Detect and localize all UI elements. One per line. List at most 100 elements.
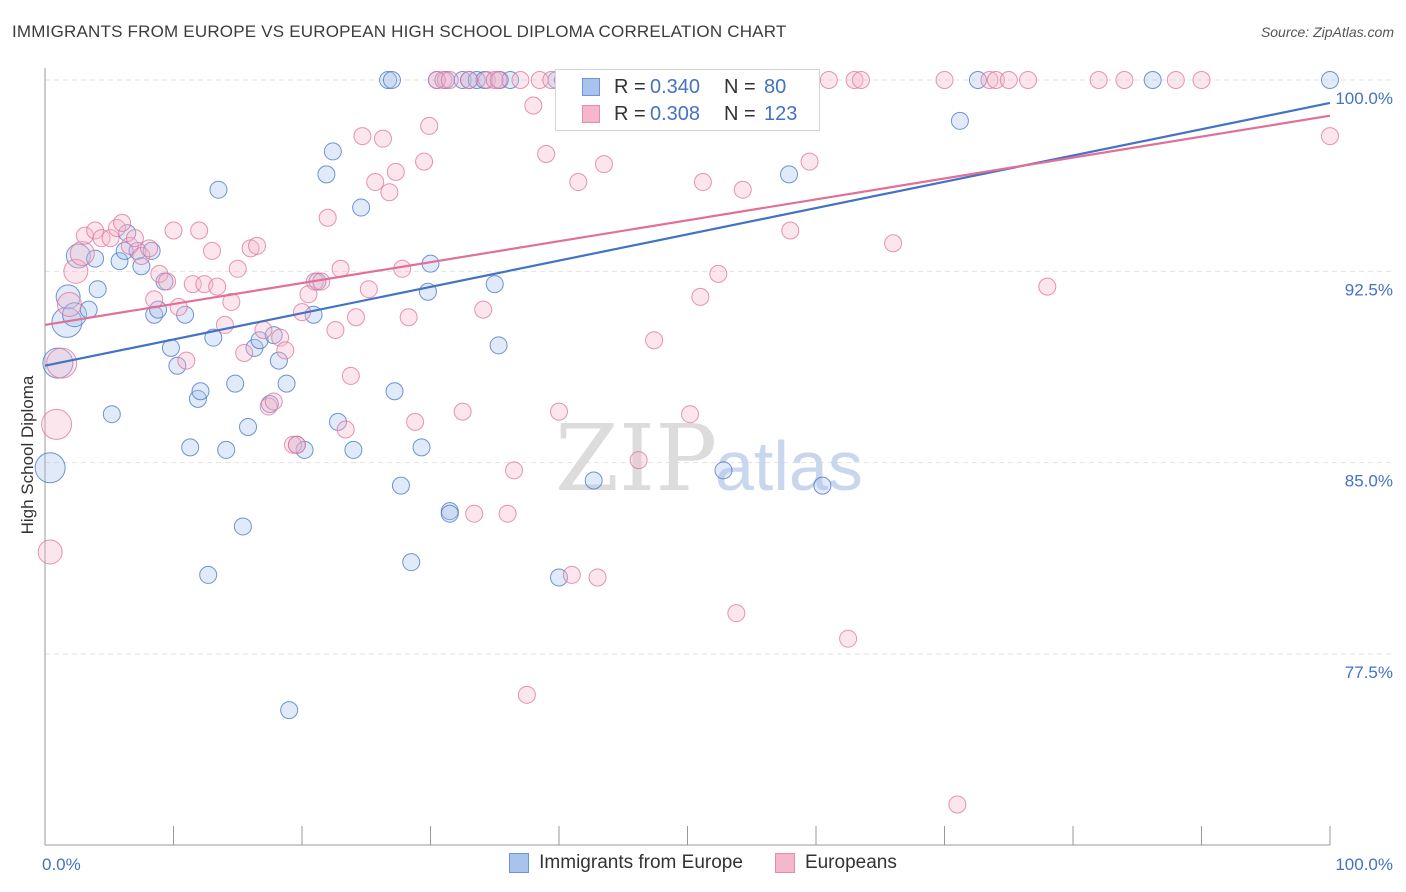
data-point (517, 685, 536, 704)
data-point (588, 568, 607, 587)
trend-lines (44, 101, 1331, 367)
data-point (537, 144, 556, 163)
data-point (228, 259, 247, 278)
data-point (110, 252, 129, 271)
data-point (399, 308, 418, 327)
data-point (453, 71, 472, 89)
data-point (681, 405, 700, 424)
data-point (287, 435, 306, 454)
data-point (569, 173, 588, 192)
data-point (999, 71, 1018, 89)
data-point (259, 397, 278, 416)
series-legend: Immigrants from Europe Europeans (0, 852, 1406, 874)
data-point (1143, 71, 1162, 89)
data-point (284, 435, 303, 454)
data-point (948, 795, 967, 814)
data-point (851, 71, 870, 89)
watermark-atlas: atlas (715, 427, 863, 505)
data-point (800, 152, 819, 171)
legend-row-blue: R = 0.340 N = 80 (556, 74, 786, 100)
data-point (402, 553, 421, 572)
data-point (239, 417, 258, 436)
data-point (562, 565, 581, 584)
data-point (125, 229, 144, 248)
legend-label-immigrants: Immigrants from Europe (539, 852, 743, 873)
data-point (1321, 71, 1339, 89)
data-point (209, 180, 228, 199)
chart-title: IMMIGRANTS FROM EUROPE VS EUROPEAN HIGH … (12, 22, 787, 41)
data-point (341, 366, 360, 385)
y-tick-label: 85.0% (1345, 472, 1393, 491)
data-point (250, 331, 269, 350)
legend-r-label: R = (614, 102, 646, 125)
tick-labels: 100.0% 92.5% 85.0% 77.5% 0.0% 100.0% (42, 89, 1393, 874)
data-point (115, 241, 134, 260)
legend-swatch-pink (582, 105, 600, 123)
data-point (980, 71, 999, 89)
data-point (453, 402, 472, 421)
data-point (199, 565, 218, 584)
stats-legend: R = 0.340 N = 80 R = 0.308 N = 123 (555, 69, 820, 131)
data-point (366, 173, 385, 192)
x-tick-label: 100.0% (1335, 855, 1393, 874)
data-point (88, 280, 107, 299)
data-point (352, 198, 371, 217)
trend-line (44, 101, 1331, 367)
legend-swatch-blue (582, 78, 600, 96)
data-point (69, 240, 95, 266)
data-point (839, 629, 858, 648)
data-point (780, 165, 799, 184)
y-axis-label: High School Diploma (18, 375, 37, 535)
data-point (176, 305, 195, 324)
data-point (986, 71, 1005, 89)
data-point (328, 412, 347, 431)
data-point (1192, 71, 1211, 89)
data-point (440, 504, 459, 523)
data-point (142, 241, 161, 260)
legend-n-value: 123 (764, 102, 798, 125)
data-point (489, 336, 508, 355)
data-point (415, 152, 434, 171)
data-point (280, 701, 299, 720)
data-point (323, 142, 342, 161)
data-point (584, 471, 603, 490)
data-point (467, 71, 486, 89)
data-point (733, 180, 752, 199)
data-point (318, 208, 337, 227)
data-point (498, 504, 517, 523)
data-point (56, 291, 82, 317)
data-point (86, 249, 105, 268)
data-point (884, 234, 903, 253)
data-point (79, 300, 98, 319)
data-point (226, 374, 245, 393)
data-point (37, 539, 63, 565)
data-point (434, 71, 453, 89)
data-point (645, 331, 664, 350)
data-point (629, 451, 648, 470)
chart-source: Source: ZipAtlas.com (1260, 24, 1394, 40)
data-point (385, 382, 404, 401)
data-point (101, 229, 120, 248)
data-point (177, 351, 196, 370)
data-point (208, 277, 227, 296)
data-point (386, 162, 405, 181)
data-point (264, 392, 283, 411)
data-point (412, 438, 431, 457)
legend-r-value: 0.308 (650, 102, 701, 125)
legend-row-pink: R = 0.308 N = 123 (556, 101, 797, 127)
data-point (709, 264, 728, 283)
data-point (217, 440, 236, 459)
data-point (1166, 71, 1185, 89)
data-point (379, 71, 398, 89)
data-point (336, 420, 355, 439)
legend-item-europeans[interactable]: Europeans (774, 852, 897, 874)
data-point (107, 218, 126, 237)
legend-item-immigrants[interactable]: Immigrants from Europe (509, 852, 743, 874)
data-point (460, 71, 479, 89)
data-point (113, 213, 132, 232)
trend-line (44, 114, 1331, 326)
data-point (353, 127, 372, 146)
data-point (505, 461, 524, 480)
data-point (1089, 71, 1108, 89)
